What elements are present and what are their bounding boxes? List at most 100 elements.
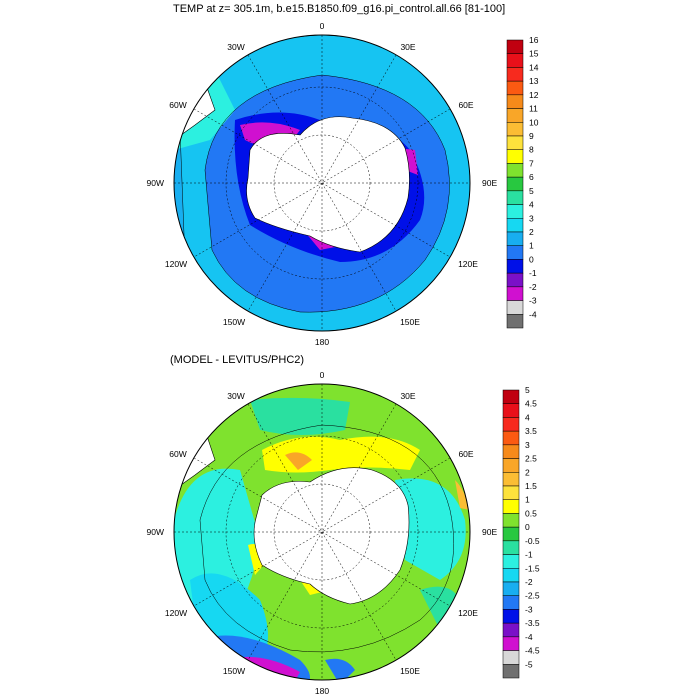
top-colorbar-label: 4 [529,200,534,210]
top-colorbar-label: 5 [529,186,534,196]
bottom-colorbar-label: 4.5 [525,399,537,409]
bottom-colorbar-swatch [502,403,520,418]
bottom-lon-label-120e: 120E [458,608,478,618]
bottom-colorbar-swatch [502,664,520,679]
top-colorbar-label: 15 [529,49,539,59]
top-colorbar-swatch [506,314,524,329]
bottom-map-title: (MODEL - LEVITUS/PHC2) [170,354,305,366]
top-lon-label-30e: 30E [400,42,415,52]
bottom-lon-label-90e: 90E [482,527,497,537]
top-colorbar-label: 1 [529,241,534,251]
bottom-colorbar-swatch [502,568,520,583]
top-colorbar-label: -2 [529,282,537,292]
top-colorbar-label: 12 [529,90,539,100]
top-colorbar-swatch [506,135,524,150]
top-colorbar-swatch [506,300,524,315]
top-colorbar-swatch [506,67,524,82]
bottom-lon-label-120w: 120W [165,608,187,618]
bottom-colorbar-label: 2 [525,467,530,477]
bottom-colorbar-swatch [502,485,520,500]
bottom-colorbar-swatch [502,540,520,555]
bottom-colorbar-label: -0.5 [525,536,540,546]
top-colorbar-swatch [506,176,524,192]
top-lon-label-30w: 30W [227,42,244,52]
bottom-colorbar-label: 0 [525,522,530,532]
bottom-colorbar-label: 3.5 [525,426,537,436]
bottom-colorbar-label: -1.5 [525,563,540,573]
top-colorbar-label: 7 [529,158,534,168]
top-colorbar-swatch [506,286,524,301]
bottom-colorbar-swatch [502,554,520,569]
bottom-lon-label-180: 180 [315,686,329,696]
top-colorbar-swatch [506,80,524,96]
bottom-colorbar-label: -1 [525,550,533,560]
bottom-colorbar-swatch [502,389,520,404]
bottom-lon-label-90w: 90W [147,527,164,537]
bottom-lon-label-150e: 150E [400,666,420,676]
top-colorbar-label: 3 [529,213,534,223]
antarctica-land-bottom [253,467,410,605]
top-colorbar-swatch [506,122,524,137]
bottom-colorbar-swatch [502,526,520,542]
bottom-colorbar-swatch [502,430,520,446]
bottom-colorbar-swatch [502,417,520,432]
bottom-colorbar-swatch [502,650,520,665]
bottom-colorbar: 5 4.5 4 3.5 3 2.5 2 1.5 1 0.5 0 -0.5 -1 -1.5 -2 -2.5 -3 -… [502,385,540,679]
bottom-lon-label-30w: 30W [227,391,244,401]
bottom-colorbar-swatch [502,636,520,651]
bottom-colorbar-label: -4 [525,632,533,642]
top-colorbar-label: -1 [529,268,537,278]
top-map-field [174,35,470,331]
top-lon-label-150w: 150W [223,317,245,327]
bottom-colorbar-label: -3.5 [525,618,540,628]
top-lon-label-120w: 120W [165,259,187,269]
top-colorbar-swatch [506,163,524,178]
bottom-lon-label-150w: 150W [223,666,245,676]
top-lon-label-180: 180 [315,337,329,347]
top-colorbar-label: -4 [529,309,537,319]
top-lon-label-150e: 150E [400,317,420,327]
top-lon-label-90w: 90W [147,178,164,188]
bottom-colorbar-label: -3 [525,604,533,614]
bottom-colorbar-label: 0.5 [525,508,537,518]
bottom-colorbar-label: 1 [525,495,530,505]
top-colorbar-label: 0 [529,254,534,264]
top-colorbar-label: 6 [529,172,534,182]
bottom-colorbar-swatch [502,581,520,596]
top-colorbar-label: 13 [529,76,539,86]
bottom-colorbar-label: 5 [525,385,530,395]
top-colorbar-label: 2 [529,227,534,237]
bottom-lon-label-60e: 60E [458,449,473,459]
top-colorbar-swatch [506,259,524,274]
bottom-colorbar-swatch [502,444,520,459]
top-colorbar-swatch [506,245,524,260]
top-lon-label-0: 0 [320,21,325,31]
bottom-colorbar-swatch [502,622,520,638]
top-colorbar-label: 11 [529,104,538,114]
top-colorbar-swatch [506,204,524,219]
bottom-colorbar-label: -5 [525,659,533,669]
bottom-colorbar-label: 3 [525,440,530,450]
top-map: 0 30E 60E 90E 120E 150E 180 150W 120W 90… [147,21,539,347]
top-colorbar-swatch [506,53,524,68]
bottom-colorbar-label: -2 [525,577,533,587]
bottom-lon-label-30e: 30E [400,391,415,401]
top-colorbar-swatch [506,149,524,164]
top-colorbar-swatch [506,108,524,123]
top-colorbar-label: 10 [529,117,539,127]
bottom-colorbar-swatch [502,609,520,624]
top-lon-label-60w: 60W [169,100,186,110]
top-lon-label-90e: 90E [482,178,497,188]
top-lon-label-60e: 60E [458,100,473,110]
bottom-colorbar-swatch [502,472,520,487]
top-colorbar-swatch [506,190,524,205]
top-colorbar-label: 9 [529,131,534,141]
bottom-lon-label-60w: 60W [169,449,186,459]
bottom-colorbar-swatch [502,499,520,514]
top-colorbar-swatch [506,218,524,233]
bottom-colorbar-label: 2.5 [525,454,537,464]
top-map-title: TEMP at z= 305.1m, b.e15.B1850.f09_g16.p… [173,3,506,15]
bottom-lon-label-0: 0 [320,370,325,380]
